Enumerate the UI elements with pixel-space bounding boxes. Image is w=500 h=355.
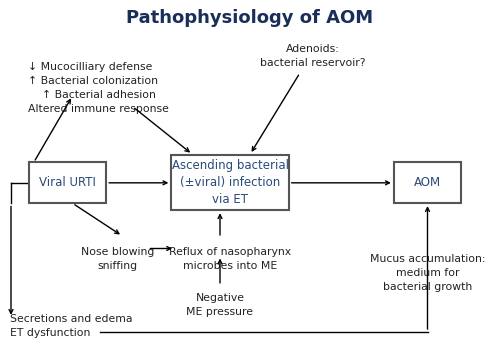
Text: AOM: AOM [414,176,441,189]
FancyBboxPatch shape [171,155,289,210]
Text: Viral URTI: Viral URTI [39,176,96,189]
Text: Adenoids:
bacterial reservoir?: Adenoids: bacterial reservoir? [260,44,365,69]
Text: Negative
ME pressure: Negative ME pressure [186,293,254,317]
FancyBboxPatch shape [394,162,461,203]
Text: Reflux of nasopharynx
microbes into ME: Reflux of nasopharynx microbes into ME [169,247,291,271]
Text: Pathophysiology of AOM: Pathophysiology of AOM [126,9,374,27]
Text: Ascending bacterial
(±viral) infection
via ET: Ascending bacterial (±viral) infection v… [172,159,288,206]
Text: Mucus accumulation:
medium for
bacterial growth: Mucus accumulation: medium for bacterial… [370,254,485,292]
FancyBboxPatch shape [29,162,106,203]
Text: Nose blowing
sniffing: Nose blowing sniffing [81,247,154,271]
Text: Secretions and edema
ET dysfunction: Secretions and edema ET dysfunction [10,314,132,338]
Text: ↓ Mucocilliary defense
↑ Bacterial colonization
    ↑ Bacterial adhesion
Altered: ↓ Mucocilliary defense ↑ Bacterial colon… [28,62,168,114]
